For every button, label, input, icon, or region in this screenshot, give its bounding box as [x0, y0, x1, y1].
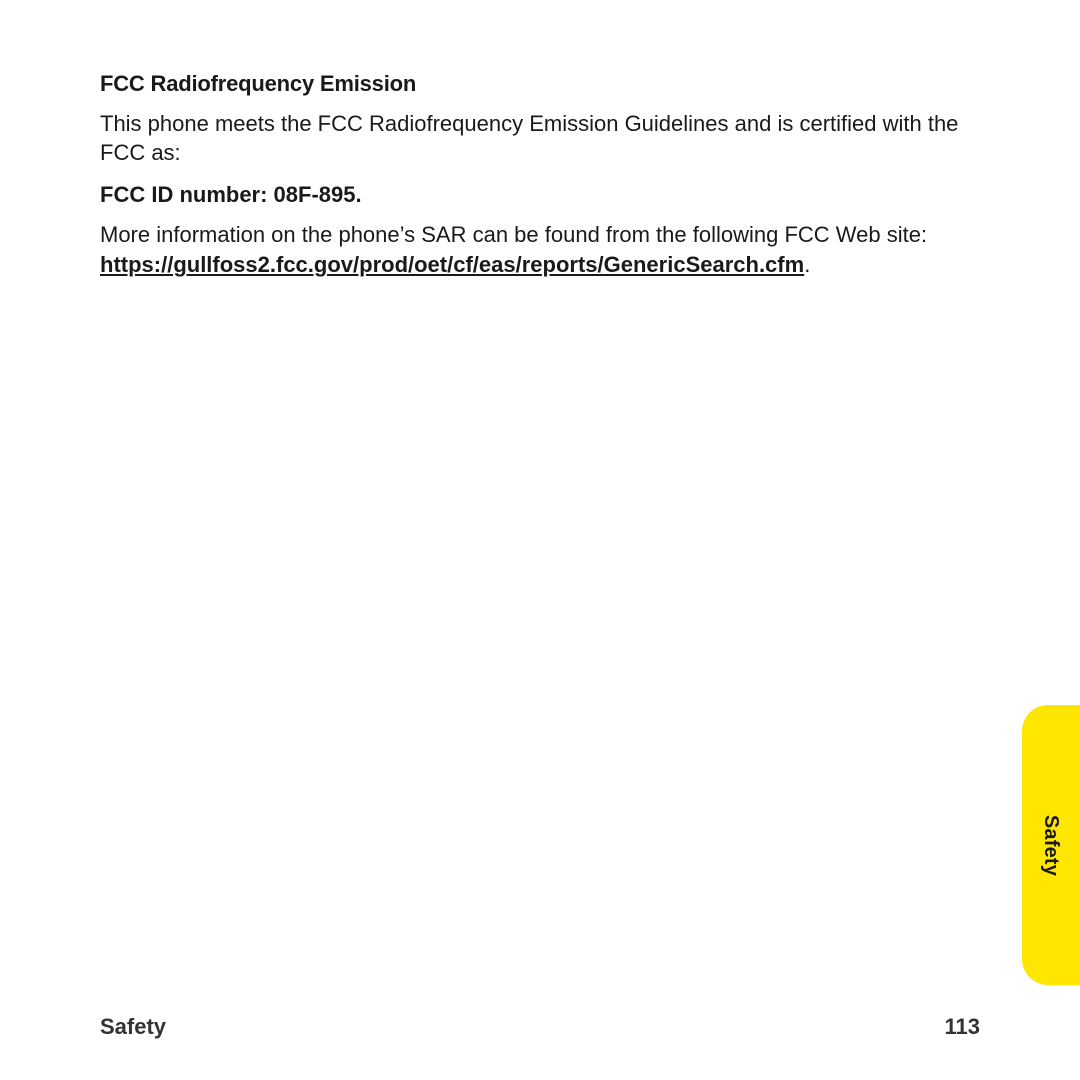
sar-prefix-text: More information on the phone’s SAR can … [100, 222, 927, 247]
footer-page-number: 113 [945, 1014, 981, 1040]
document-page: FCC Radiofrequency Emission This phone m… [0, 0, 1080, 1080]
page-footer: Safety 113 [100, 1014, 980, 1040]
intro-paragraph: This phone meets the FCC Radiofrequency … [100, 109, 980, 168]
sar-link[interactable]: https://gullfoss2.fcc.gov/prod/oet/cf/ea… [100, 252, 804, 277]
sar-suffix-text: . [804, 252, 810, 277]
footer-section-name: Safety [100, 1014, 166, 1040]
section-tab: Safety [1022, 705, 1080, 985]
content-area: FCC Radiofrequency Emission This phone m… [100, 70, 980, 281]
section-heading: FCC Radiofrequency Emission [100, 70, 980, 99]
fcc-id-line: FCC ID number: 08F-895. [100, 180, 980, 210]
section-tab-label: Safety [1040, 814, 1063, 875]
sar-paragraph: More information on the phone’s SAR can … [100, 220, 980, 282]
